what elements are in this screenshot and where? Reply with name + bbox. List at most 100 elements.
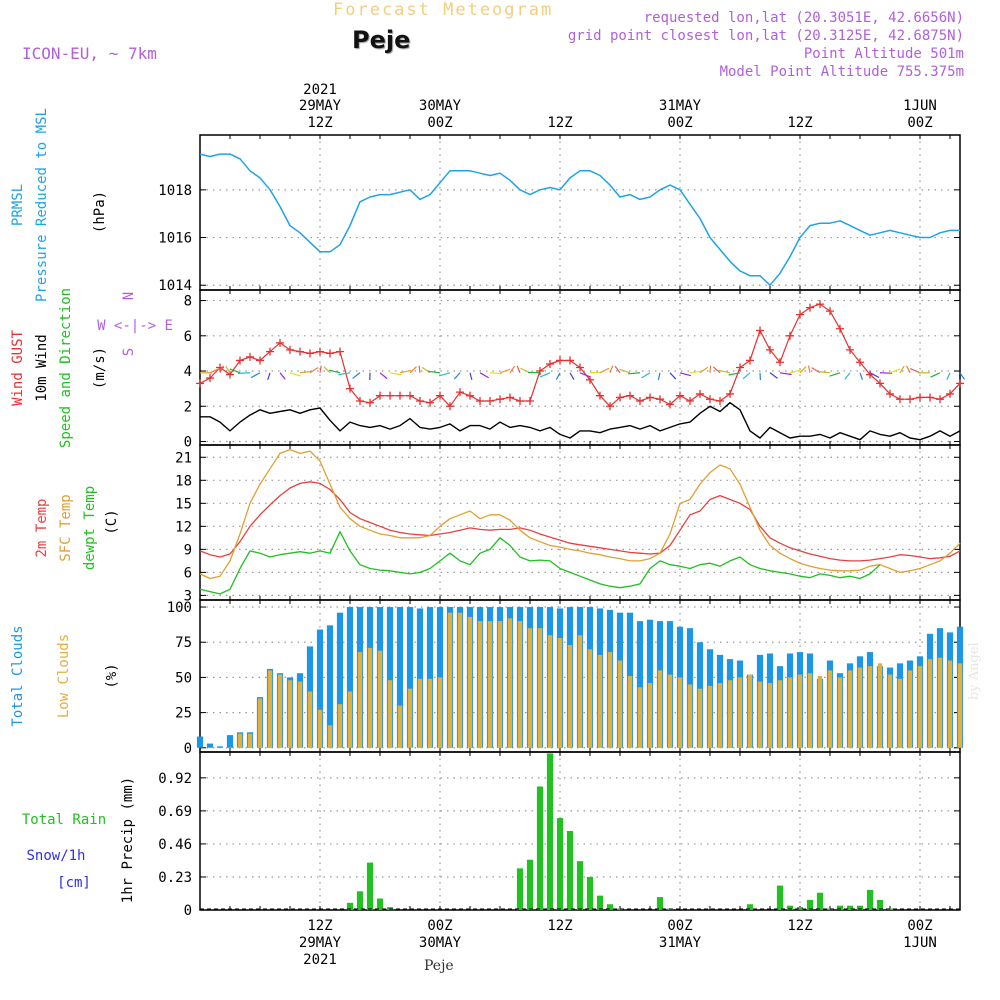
gust-point xyxy=(286,345,294,354)
wind-direction-arrow xyxy=(869,372,880,379)
wind-direction-arrow xyxy=(859,372,864,381)
gust-point xyxy=(886,389,894,398)
wind-line xyxy=(200,402,961,441)
gust-point xyxy=(426,398,434,407)
pressure-panel: 1014 1016 1018 xyxy=(158,134,961,294)
rain-bar xyxy=(526,859,534,910)
gust-point xyxy=(606,402,614,411)
wind-direction-arrow xyxy=(421,366,431,374)
rain-bar xyxy=(356,891,364,910)
low-cloud-bar xyxy=(667,674,673,748)
wind-direction-arrow xyxy=(225,365,231,374)
gust-point xyxy=(326,349,334,358)
pressure-unit-label: (hPa) xyxy=(92,191,108,233)
gust-point xyxy=(666,400,674,409)
low-cloud-bar xyxy=(727,680,733,748)
gust-point xyxy=(436,391,444,400)
wind-direction-arrow xyxy=(789,369,802,374)
rain-bar xyxy=(816,892,824,910)
wind-direction-arrow xyxy=(728,372,741,376)
total-cloud-bar xyxy=(206,743,214,748)
low-cloud-bar xyxy=(927,659,933,748)
chart-title: Forecast Meteogram xyxy=(333,0,554,20)
rain-bar xyxy=(836,905,844,910)
low-cloud-bar xyxy=(917,666,923,748)
gust-point xyxy=(246,352,254,361)
rain-bar xyxy=(846,905,854,910)
dewpt-label: dewpt Temp xyxy=(82,486,98,570)
wind-direction-arrow xyxy=(844,372,851,380)
top-hour-label: 00Z xyxy=(427,115,452,131)
gust-point xyxy=(596,391,604,400)
wind-direction-arrow xyxy=(619,368,631,374)
wind-direction-arrow xyxy=(699,366,709,374)
wind-direction-arrow xyxy=(910,368,921,374)
gust-point xyxy=(466,391,474,400)
low-cloud-bar xyxy=(607,652,613,748)
low-cloud-bar xyxy=(517,621,523,748)
gust-point xyxy=(456,388,464,397)
gust-point xyxy=(876,379,884,388)
gust-point xyxy=(806,303,814,312)
wind-direction-arrow xyxy=(599,367,610,374)
low-cloud-bar xyxy=(817,676,823,748)
total-cloud-bar xyxy=(636,621,644,748)
low-cloud-bar xyxy=(407,688,413,748)
rain-bar xyxy=(866,889,874,910)
wind-direction-arrow xyxy=(516,365,521,374)
y-tick-label: 0.92 xyxy=(158,771,192,787)
low-cloud-bar xyxy=(577,635,583,748)
gust-point xyxy=(626,391,634,400)
low-cloud-bar xyxy=(487,621,493,748)
low-cloud-bar xyxy=(297,681,303,748)
wind-panel: 0 2 4 6 8 xyxy=(184,289,961,450)
low-cloud-bar xyxy=(907,670,913,748)
gust-point xyxy=(516,396,524,405)
wind-direction-arrow xyxy=(742,372,751,380)
gust-point xyxy=(366,398,374,407)
gust-point xyxy=(716,396,724,405)
wind-dir-label: Speed and Direction xyxy=(58,288,74,448)
y-tick-label: 0.46 xyxy=(158,837,192,853)
y-tick-label: 0.23 xyxy=(158,870,192,886)
rain-bar xyxy=(586,876,594,910)
gust-point xyxy=(816,300,824,309)
low-cloud-bar xyxy=(557,638,563,748)
low-cloud-bar xyxy=(857,667,863,748)
y-tick-label: 0 xyxy=(184,741,192,757)
bottom-hour-label: 12Z xyxy=(307,918,332,934)
rain-bar xyxy=(516,868,524,910)
rain-bar xyxy=(596,895,604,910)
wind-direction-arrow xyxy=(399,369,412,374)
low-cloud-bar xyxy=(737,677,743,748)
gust-point xyxy=(926,393,934,402)
wind-direction-arrow xyxy=(328,369,341,374)
wind-direction-arrow xyxy=(899,365,905,374)
wind-direction-arrow xyxy=(569,372,575,380)
low-cloud-bar xyxy=(337,704,343,748)
top-hour-label: 12Z xyxy=(787,115,812,131)
gust-point xyxy=(526,396,534,405)
gust-point xyxy=(336,347,344,356)
gust-point xyxy=(766,345,774,354)
top-date-label: 1JUN xyxy=(903,98,937,114)
gust-point xyxy=(956,379,964,388)
gust-point xyxy=(236,356,244,365)
y-tick-label: 21 xyxy=(175,450,192,466)
low-clouds-label: Low Clouds xyxy=(56,634,72,718)
gust-point xyxy=(196,379,204,388)
low-cloud-bar xyxy=(847,670,853,748)
wind-direction-arrow xyxy=(229,368,241,374)
gust-point xyxy=(706,395,714,404)
gridpoint-coords: grid point closest lon,lat (20.3125E, 42… xyxy=(567,28,964,44)
y-tick-label: 75 xyxy=(175,635,192,651)
y-tick-label: 100 xyxy=(167,600,192,616)
sfc-temp-line xyxy=(199,448,961,580)
total-cloud-bar xyxy=(336,612,344,748)
gust-label: Wind GUST xyxy=(10,330,26,406)
pressure-label: Pressure Reduced to MSL xyxy=(34,108,50,302)
low-cloud-bar xyxy=(327,725,333,748)
gust-point xyxy=(266,347,274,356)
gust-point xyxy=(356,396,364,405)
wind-direction-arrow xyxy=(946,372,951,380)
